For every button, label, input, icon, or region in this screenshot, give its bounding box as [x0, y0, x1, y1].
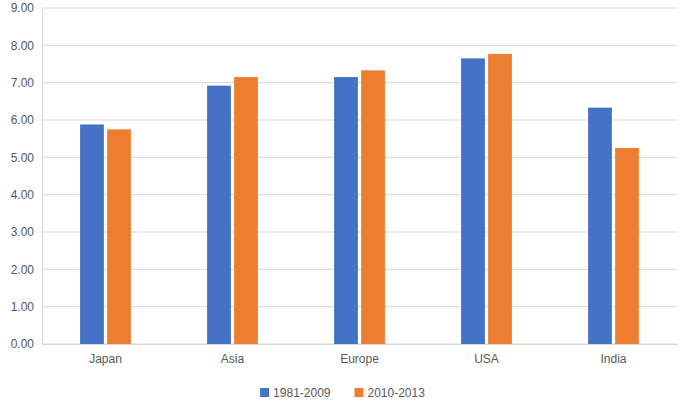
x-tick: USA — [474, 344, 499, 366]
x-tick: Asia — [221, 344, 245, 366]
x-axis-line — [43, 344, 678, 345]
y-tick-label: 3.00 — [11, 225, 35, 239]
grid-line — [42, 194, 677, 195]
grid-line — [42, 269, 677, 270]
y-tick-label: 9.00 — [11, 1, 35, 15]
y-tick: 5.00 — [11, 151, 42, 165]
x-tick-label: Europe — [340, 352, 379, 366]
grid-line — [42, 306, 677, 307]
legend-label: 1981-2009 — [273, 386, 331, 400]
y-tick: 9.00 — [11, 1, 42, 15]
grid-line — [42, 8, 677, 9]
x-tick: Japan — [89, 344, 122, 366]
x-axis: Japan Asia Europe USA India — [43, 344, 678, 366]
grid-line — [42, 120, 677, 121]
bar — [361, 70, 385, 344]
x-tick-label: USA — [474, 352, 499, 366]
y-axis: 0.00 1.00 2.00 3.00 4.00 5.00 6.00 7.00 8.00 9.00 — [11, 1, 43, 351]
grid — [42, 8, 677, 344]
y-tick-label: 7.00 — [11, 76, 35, 90]
y-tick: 8.00 — [11, 39, 42, 53]
x-tick-label: India — [600, 352, 626, 366]
y-tick-label: 4.00 — [11, 188, 35, 202]
bar — [334, 77, 358, 344]
y-tick-label: 5.00 — [11, 151, 35, 165]
bar — [107, 129, 131, 344]
bar — [207, 86, 231, 344]
bar — [234, 77, 258, 344]
bar — [488, 54, 512, 344]
grid-line — [42, 82, 677, 83]
series — [107, 54, 639, 344]
y-tick-label: 8.00 — [11, 39, 35, 53]
legend-swatch — [355, 388, 364, 397]
x-tick: India — [600, 344, 626, 366]
bars — [80, 54, 639, 344]
grid-line — [42, 157, 677, 158]
x-tick-label: Asia — [221, 352, 245, 366]
bar — [80, 124, 104, 344]
legend-item: 1981-2009 — [260, 386, 331, 400]
y-tick: 4.00 — [11, 188, 42, 202]
legend-label: 2010-2013 — [368, 386, 426, 400]
x-tick: Europe — [340, 344, 379, 366]
grid-line — [42, 344, 677, 345]
y-tick: 6.00 — [11, 113, 42, 127]
legend-item: 2010-2013 — [355, 386, 426, 400]
plot: 0.00 1.00 2.00 3.00 4.00 5.00 6.00 7.00 8.00 9.00… — [11, 1, 678, 365]
chart: 0.00 1.00 2.00 3.00 4.00 5.00 6.00 7.00 8.00 9.00… — [0, 0, 685, 407]
y-tick: 2.00 — [11, 263, 42, 277]
y-tick: 7.00 — [11, 76, 42, 90]
grid-line — [42, 45, 677, 46]
y-tick-label: 1.00 — [11, 300, 35, 314]
y-tick: 0.00 — [11, 337, 42, 351]
grid-line — [42, 232, 677, 233]
bar — [615, 148, 639, 344]
bar — [588, 108, 612, 344]
bar — [461, 58, 485, 344]
y-axis-line — [42, 9, 43, 345]
legend: 1981-2009 2010-2013 — [260, 386, 425, 400]
x-tick-label: Japan — [89, 352, 122, 366]
y-tick: 3.00 — [11, 225, 42, 239]
series — [80, 58, 612, 344]
y-tick-label: 2.00 — [11, 263, 35, 277]
y-tick-label: 6.00 — [11, 113, 35, 127]
legend-swatch — [260, 388, 269, 397]
y-tick-label: 0.00 — [11, 337, 35, 351]
y-tick: 1.00 — [11, 300, 42, 314]
